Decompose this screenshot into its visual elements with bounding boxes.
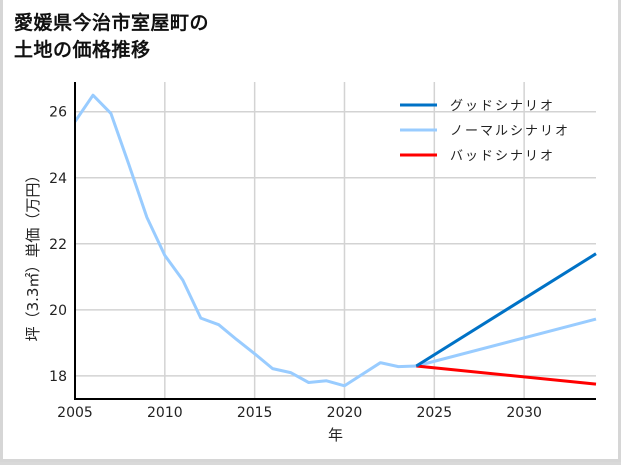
x-axis-label: 年 xyxy=(328,426,343,444)
legend-label: バッドシナリオ xyxy=(450,149,555,164)
legend-label: グッドシナリオ xyxy=(450,99,555,114)
axes xyxy=(74,82,596,400)
data-lines xyxy=(73,93,597,388)
chart-title-line2: 土地の価格推移 xyxy=(14,39,151,61)
series-line xyxy=(416,364,597,386)
chart-title-line1: 愛媛県今治市室屋町の xyxy=(14,12,210,34)
chart-title: 愛媛県今治市室屋町の 土地の価格推移 xyxy=(14,10,209,64)
legend-label: ノーマルシナリオ xyxy=(450,124,570,139)
y-tick-label: 22 xyxy=(49,237,67,253)
x-tick-label: 2020 xyxy=(327,405,363,421)
tick-labels: 2005 2010 2015 2020 2025 2030 18 20 22 24 26 xyxy=(49,105,542,421)
y-tick-label: 24 xyxy=(49,171,67,187)
y-tick-label: 18 xyxy=(49,369,67,385)
x-tick-label: 2025 xyxy=(416,405,452,421)
x-tick-label: 2015 xyxy=(237,405,273,421)
y-tick-label: 26 xyxy=(49,105,67,121)
y-tick-label: 20 xyxy=(49,303,67,319)
x-tick-label: 2010 xyxy=(147,405,183,421)
series-line xyxy=(73,93,417,388)
series-line xyxy=(415,317,597,368)
series-line xyxy=(415,252,597,368)
y-axis-label: 坪（3.3㎡）単価（万円） xyxy=(24,168,42,342)
x-tick-label: 2030 xyxy=(506,405,542,421)
x-tick-label: 2005 xyxy=(57,405,93,421)
